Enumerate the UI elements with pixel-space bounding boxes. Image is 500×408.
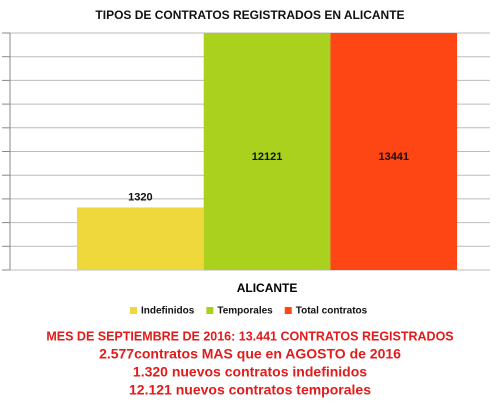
legend-label: Total contratos xyxy=(296,306,368,317)
bar xyxy=(203,33,331,270)
x-tick-label: ALICANTE xyxy=(237,281,298,295)
legend-swatch xyxy=(284,307,292,314)
annotation: MES DE SEPTIEMBRE DE 2016: 13.441 CONTRA… xyxy=(46,329,453,343)
annotation: 2.577contratos MAS que en AGOSTO de 2016 xyxy=(99,346,401,362)
annotation: 12.121 nuevos contratos temporales xyxy=(129,382,371,398)
legend-swatch xyxy=(130,307,137,314)
plot-area xyxy=(77,33,458,270)
bar xyxy=(77,207,204,270)
legend-swatch xyxy=(206,307,214,314)
data-label: 1320 xyxy=(128,191,152,203)
chart-title: TIPOS DE CONTRATOS REGISTRADOS EN ALICAN… xyxy=(95,8,404,22)
annotation: 1.320 nuevos contratos indefinidos xyxy=(133,364,367,380)
data-label: 12121 xyxy=(252,151,283,163)
legend-label: Indefinidos xyxy=(141,306,195,317)
data-label: 13441 xyxy=(378,151,409,163)
bar xyxy=(330,33,458,270)
legend-label: Temporales xyxy=(217,306,273,317)
